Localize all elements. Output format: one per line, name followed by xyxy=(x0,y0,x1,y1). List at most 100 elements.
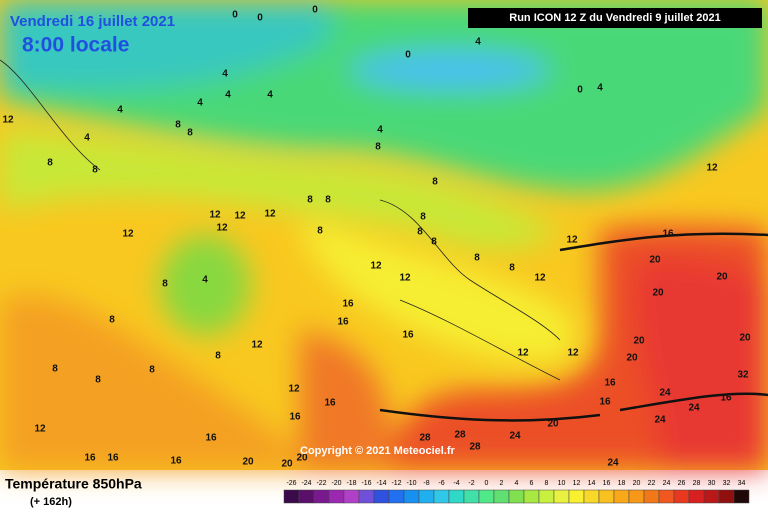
contour-label: 0 xyxy=(405,50,411,61)
contour-label: 28 xyxy=(469,442,481,453)
contour-label: 16 xyxy=(324,398,336,409)
contour-label: 8 xyxy=(431,237,437,248)
contour-label: 8 xyxy=(109,315,115,326)
scale-label: -12 xyxy=(391,480,401,487)
scale-swatch xyxy=(463,489,480,504)
scale-label: 16 xyxy=(603,480,611,487)
contour-label: 12 xyxy=(251,340,263,351)
contour-label: 28 xyxy=(419,433,431,444)
scale-label: -6 xyxy=(438,480,444,487)
contour-label: 16 xyxy=(402,330,414,341)
contour-label: 8 xyxy=(175,120,181,131)
contour-label: 12 xyxy=(399,273,411,284)
contour-label: 20 xyxy=(716,272,728,283)
copyright: Copyright © 2021 Meteociel.fr xyxy=(300,445,456,457)
contour-label: 16 xyxy=(205,433,217,444)
scale-swatch xyxy=(568,489,585,504)
forecast-date: Vendredi 16 juillet 2021 xyxy=(10,13,175,30)
contour-label: 8 xyxy=(215,351,221,362)
contour-label: 12 xyxy=(517,348,529,359)
scale-label: 12 xyxy=(573,480,581,487)
scale-label: 2 xyxy=(500,480,504,487)
contour-label: 20 xyxy=(296,453,308,464)
contour-label: 20 xyxy=(547,419,559,430)
scale-label: -8 xyxy=(423,480,429,487)
scale-swatch xyxy=(523,489,540,504)
scale-swatch xyxy=(703,489,720,504)
scale-swatch xyxy=(493,489,510,504)
scale-swatch xyxy=(403,489,420,504)
forecast-time: 8:00 locale xyxy=(22,34,129,57)
contour-label: 0 xyxy=(312,5,318,16)
contour-label: 12 xyxy=(234,211,246,222)
contour-label: 16 xyxy=(289,412,301,423)
contour-label: 20 xyxy=(626,353,638,364)
scale-label: -20 xyxy=(331,480,341,487)
scale-swatch xyxy=(673,489,690,504)
scale-label: 22 xyxy=(648,480,656,487)
contour-label: 4 xyxy=(117,105,123,116)
contour-label: 12 xyxy=(216,223,228,234)
scale-swatch xyxy=(358,489,375,504)
scale-label: 26 xyxy=(678,480,686,487)
contour-label: 20 xyxy=(649,255,661,266)
contour-label: 8 xyxy=(95,375,101,386)
contour-label: 12 xyxy=(370,261,382,272)
scale-label: 34 xyxy=(738,480,746,487)
coastline xyxy=(0,59,561,381)
contour-label: 4 xyxy=(377,125,383,136)
contour-label: 4 xyxy=(597,83,603,94)
contour-label: 4 xyxy=(84,133,90,144)
scale-swatch xyxy=(328,489,345,504)
run-info: Run ICON 12 Z du Vendredi 9 juillet 2021 xyxy=(509,12,721,24)
contour-label: 12 xyxy=(264,209,276,220)
run-box xyxy=(468,8,762,28)
contour-label: 16 xyxy=(604,378,616,389)
contour-label: 0 xyxy=(577,85,583,96)
scale-label: -14 xyxy=(376,480,386,487)
contour-label: 16 xyxy=(599,397,611,408)
isotherm xyxy=(379,232,768,422)
scale-label: -22 xyxy=(316,480,326,487)
scale-swatch xyxy=(598,489,615,504)
footer-lead: (+ 162h) xyxy=(30,496,72,508)
contour-label: 24 xyxy=(607,458,619,469)
scale-swatch xyxy=(373,489,390,504)
contour-label: 8 xyxy=(149,365,155,376)
contour-label: 24 xyxy=(654,415,666,426)
contour-label: 8 xyxy=(474,253,480,264)
contour-label: 0 xyxy=(257,13,263,24)
scale-label: -18 xyxy=(346,480,356,487)
footer-title: Température 850hPa xyxy=(5,476,142,492)
contour-label: 8 xyxy=(47,158,53,169)
contour-label: 12 xyxy=(34,424,46,435)
contour-label: 16 xyxy=(170,456,182,467)
scale-swatch xyxy=(658,489,675,504)
contour-label: 8 xyxy=(92,165,98,176)
scale-label: 20 xyxy=(633,480,641,487)
contour-label: 8 xyxy=(375,142,381,153)
contour-label: 20 xyxy=(633,336,645,347)
color-scale: -26 -24 -22 -20 -18 -16 -14 -12 -10 -8 -6 -4 -2 0 2 4 6 8… xyxy=(283,480,750,504)
contour-label: 24 xyxy=(509,431,521,442)
contour-label: 12 xyxy=(2,115,14,126)
contour-label: 8 xyxy=(325,195,331,206)
contour-label: 20 xyxy=(739,333,751,344)
contour-label: 16 xyxy=(720,393,732,404)
scale-swatch xyxy=(628,489,645,504)
temperature-field xyxy=(0,0,768,470)
scale-swatch xyxy=(643,489,660,504)
scale-label: 10 xyxy=(558,480,566,487)
contour-label: 8 xyxy=(162,279,168,290)
contour-label: 12 xyxy=(534,273,546,284)
contour-label: 12 xyxy=(567,348,579,359)
scale-label: 8 xyxy=(545,480,549,487)
contour-label: 16 xyxy=(337,317,349,328)
contour-label: 12 xyxy=(288,384,300,395)
scale-label: -10 xyxy=(406,480,416,487)
contour-label: 16 xyxy=(342,299,354,310)
scale-label: -26 xyxy=(286,480,296,487)
scale-swatch xyxy=(583,489,600,504)
